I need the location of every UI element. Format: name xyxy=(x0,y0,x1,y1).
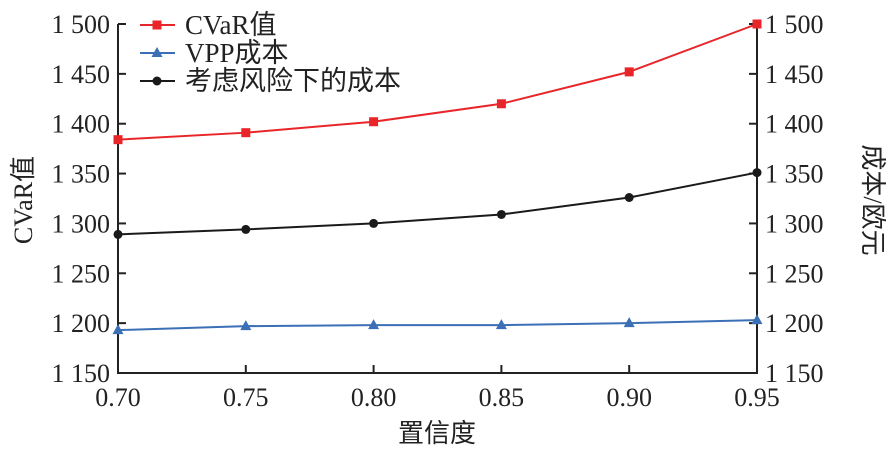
x-tick-label: 0.85 xyxy=(479,383,525,412)
data-point xyxy=(112,324,124,335)
x-tick-label: 0.75 xyxy=(223,383,269,412)
y-tick-label-left: 1 300 xyxy=(52,209,111,238)
data-point xyxy=(624,193,634,203)
data-point xyxy=(369,218,379,228)
y-tick-label-left: 1 500 xyxy=(52,10,111,39)
y-tick-label-right: 1 450 xyxy=(765,60,824,89)
data-point xyxy=(623,317,635,328)
y-tick-label-right: 1 250 xyxy=(765,259,824,288)
y-tick-label-left: 1 200 xyxy=(52,309,111,338)
series-line xyxy=(117,319,758,332)
x-tick-label: 0.80 xyxy=(351,383,397,412)
y-tick-label-right: 1 400 xyxy=(765,110,824,139)
x-axis-label: 置信度 xyxy=(398,419,476,448)
legend-marker xyxy=(151,47,163,57)
x-tick-label: 0.70 xyxy=(95,383,141,412)
data-point xyxy=(624,67,634,77)
x-tick-label: 0.95 xyxy=(734,383,780,412)
y-tick-label-right: 1 200 xyxy=(765,309,824,338)
legend-marker xyxy=(152,76,162,86)
y-tick-label-left: 1 450 xyxy=(52,60,111,89)
data-point xyxy=(241,128,251,138)
series-0 xyxy=(113,19,762,145)
data-point xyxy=(240,320,252,331)
y-tick-label-right: 1 500 xyxy=(765,10,824,39)
legend-label: VPP成本 xyxy=(185,38,289,68)
data-point xyxy=(496,99,506,109)
series-1 xyxy=(112,314,763,335)
data-point xyxy=(368,319,380,330)
data-point xyxy=(496,209,506,219)
series-2 xyxy=(113,168,762,239)
axis-frame xyxy=(117,24,758,374)
y-tick-label-right: 1 150 xyxy=(765,359,824,388)
data-point xyxy=(752,168,762,178)
y-tick-label-left: 1 400 xyxy=(52,110,111,139)
legend-label: CVaR值 xyxy=(185,10,277,40)
y-tick-label-right: 1 350 xyxy=(765,160,824,189)
y-tick-label-left: 1 250 xyxy=(52,259,111,288)
x-tick-label: 0.90 xyxy=(606,383,652,412)
data-point xyxy=(241,224,251,234)
data-point xyxy=(113,135,123,145)
legend-label: 考虑风险下的成本 xyxy=(185,66,401,96)
data-point xyxy=(495,319,507,330)
y-axis-label-right: 成本/欧元 xyxy=(858,144,886,255)
data-point xyxy=(751,314,763,325)
y-tick-label-left: 1 350 xyxy=(52,160,111,189)
data-point xyxy=(752,19,762,29)
data-point xyxy=(113,229,123,239)
y-axis-label-left: CVaR值 xyxy=(9,156,38,244)
legend-marker xyxy=(152,20,162,30)
y-tick-label-left: 1 150 xyxy=(52,359,111,388)
series-line xyxy=(117,23,758,141)
series-line xyxy=(117,171,758,236)
y-tick-label-right: 1 300 xyxy=(765,209,824,238)
data-point xyxy=(369,117,379,127)
